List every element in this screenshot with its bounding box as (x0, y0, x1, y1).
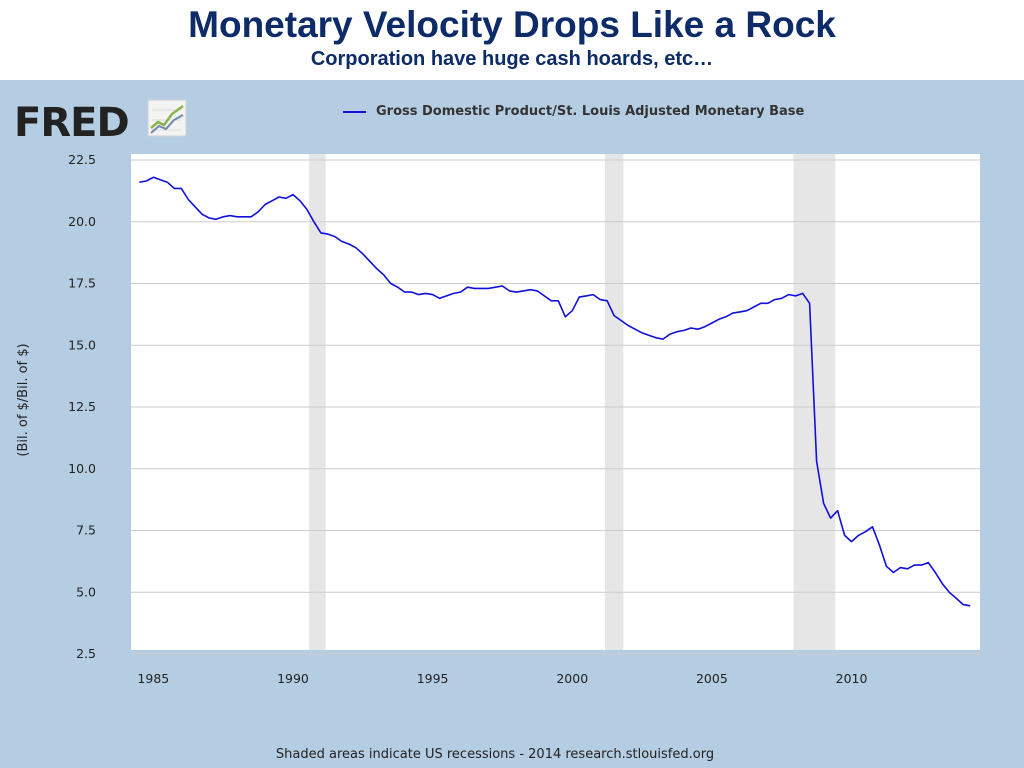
y-tick-label: 15.0 (68, 337, 96, 352)
grid-lines (131, 159, 980, 655)
recession-band (309, 154, 326, 650)
y-tick-label: 10.0 (68, 461, 96, 476)
x-tick-label: 2000 (556, 671, 588, 686)
chart-line-icon (147, 99, 187, 137)
footer-note: Shaded areas indicate US recessions - 20… (276, 747, 714, 762)
y-tick-label: 5.0 (76, 584, 96, 599)
plot-area (131, 154, 980, 650)
slide-header: Monetary Velocity Drops Like a Rock Corp… (0, 0, 1024, 80)
recession-band (604, 154, 624, 650)
x-tick-label: 1985 (137, 671, 169, 686)
x-tick-label: 2005 (696, 671, 728, 686)
y-tick-label: 2.5 (76, 646, 96, 661)
slide-subtitle: Corporation have huge cash hoards, etc… (310, 48, 714, 70)
y-tick-label: 17.5 (68, 276, 96, 291)
slide-title: Monetary Velocity Drops Like a Rock (188, 4, 836, 45)
x-tick-label: 2010 (836, 671, 868, 686)
y-tick-label: 12.5 (68, 399, 96, 414)
y-tick-label: 7.5 (76, 523, 96, 538)
fred-logo-text: FRED (14, 100, 129, 146)
x-axis-ticks: 1985 1990 1995 2000 2005 2010 (137, 671, 867, 686)
series-line-gdp-monetary-base (139, 176, 971, 607)
y-tick-label: 22.5 (68, 152, 96, 167)
y-axis-label: (Bil. of $/Bil. of $) (16, 343, 31, 456)
legend-label: Gross Domestic Product/St. Louis Adjuste… (376, 104, 805, 119)
x-tick-label: 1995 (417, 671, 449, 686)
x-tick-label: 1990 (277, 671, 309, 686)
y-tick-label: 20.0 (68, 214, 96, 229)
y-axis-ticks: 22.5 20.0 17.5 15.0 12.5 10.0 7.5 5.0 2.5 (68, 152, 96, 661)
fred-chart: FRED Gross Domestic Product/St. Louis Ad… (14, 99, 980, 762)
